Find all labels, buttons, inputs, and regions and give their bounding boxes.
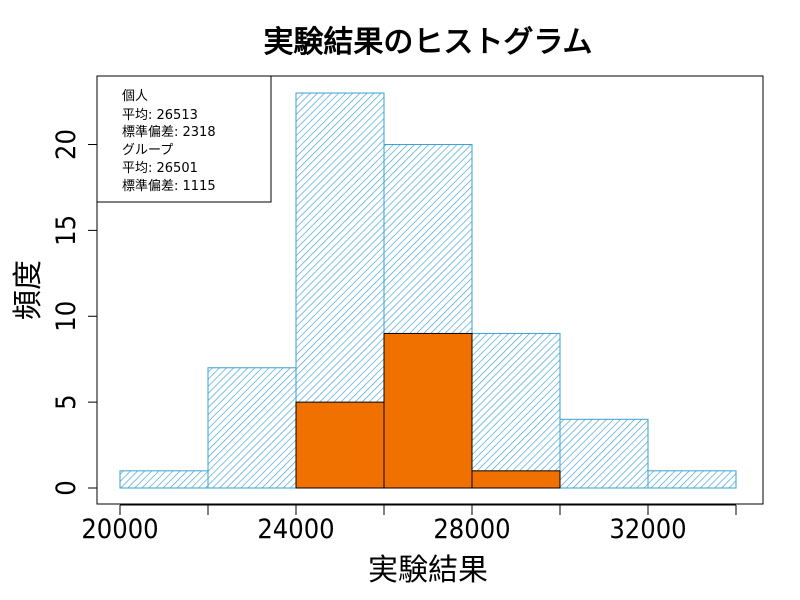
bar-individual-5 xyxy=(559,418,649,489)
x-tick-label-1: 24000 xyxy=(257,514,334,545)
legend-line-individual: 個人 xyxy=(122,89,148,104)
y-axis: 0 5 10 15 20 xyxy=(51,129,98,496)
bar-individual-4 xyxy=(471,332,561,489)
bar-group-0 xyxy=(295,401,385,489)
legend-line-group-sd: 標準偏差: 1115 xyxy=(122,178,216,194)
y-tick-label-2: 10 xyxy=(51,301,82,332)
bar-individual-1 xyxy=(207,367,297,489)
legend-box xyxy=(96,75,272,203)
y-axis-label: 頻度 xyxy=(11,260,46,320)
y-tick-label-1: 5 xyxy=(51,394,82,409)
legend: 個人 平均: 26513 標準偏差: 2318 グループ 平均: 26501 標… xyxy=(96,75,272,203)
legend-line-group: グループ xyxy=(122,143,173,158)
x-tick-label-3: 32000 xyxy=(609,514,686,545)
bar-group-2 xyxy=(471,470,561,489)
legend-line-individual-mean: 平均: 26513 xyxy=(122,108,198,123)
y-tick-label-0: 0 xyxy=(51,480,82,495)
y-tick-label-4: 20 xyxy=(51,129,82,160)
x-tick-label-2: 28000 xyxy=(433,514,510,545)
legend-line-group-mean: 平均: 26501 xyxy=(122,161,198,176)
chart-title: 実験結果のヒストグラム xyxy=(263,25,592,60)
y-tick-label-3: 15 xyxy=(51,215,82,246)
group-bars xyxy=(295,332,561,489)
bar-individual-6 xyxy=(647,470,737,489)
x-tick-label-0: 20000 xyxy=(81,514,158,545)
legend-line-individual-sd: 標準偏差: 2318 xyxy=(122,124,216,140)
bar-group-1 xyxy=(383,332,473,489)
bar-individual-0 xyxy=(119,470,209,489)
x-axis-label: 実験結果 xyxy=(368,553,488,588)
x-axis: 20000 24000 28000 32000 xyxy=(81,504,737,545)
